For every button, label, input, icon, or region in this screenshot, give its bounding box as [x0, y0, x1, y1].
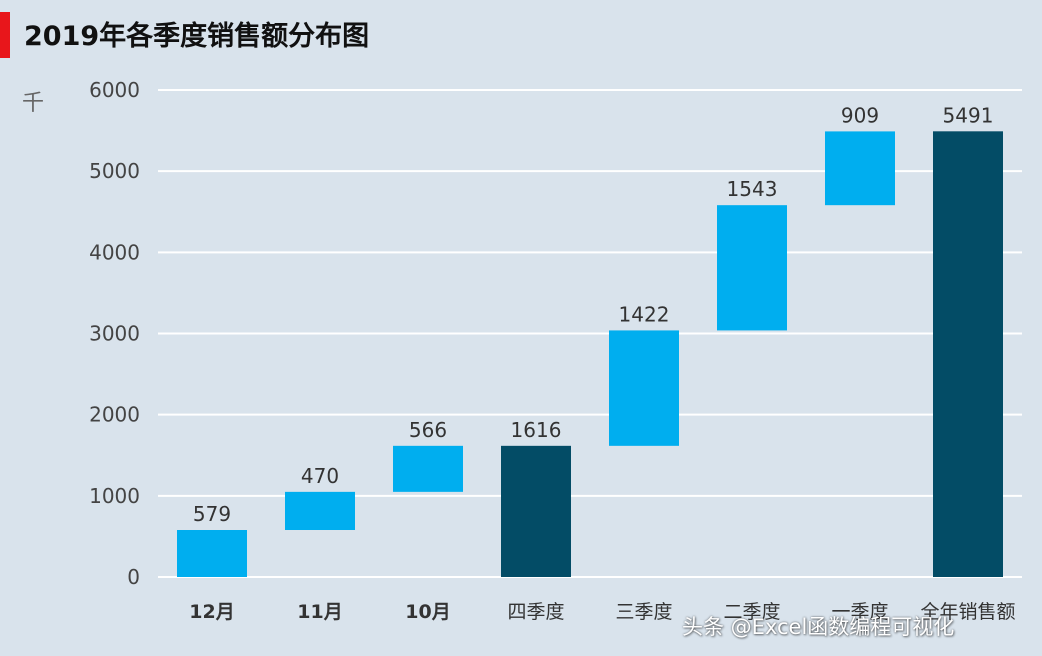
- bar: [609, 330, 679, 446]
- bar: [717, 205, 787, 331]
- bar: [933, 131, 1003, 577]
- y-tick-label: 4000: [89, 240, 140, 264]
- x-tick-label: 11月: [297, 601, 342, 623]
- data-label: 5491: [943, 103, 994, 127]
- bar: [177, 530, 247, 577]
- x-tick-label: 一季度: [831, 601, 888, 623]
- data-label: 566: [409, 418, 447, 442]
- bar: [393, 445, 463, 492]
- y-tick-label: 1000: [89, 484, 140, 508]
- y-tick-label: 6000: [89, 78, 140, 102]
- data-label: 1616: [511, 418, 562, 442]
- title-accent-bar: [0, 12, 10, 58]
- x-tick-label: 全年销售额: [920, 601, 1015, 623]
- data-label: 1543: [727, 177, 778, 201]
- data-label: 470: [301, 464, 339, 488]
- data-label: 579: [193, 502, 231, 526]
- data-label: 1422: [619, 302, 670, 326]
- y-tick-label: 2000: [89, 403, 140, 427]
- data-label: 909: [841, 103, 879, 127]
- watermark-text: 头条 @Excel函数编程可视化: [682, 615, 955, 639]
- x-tick-label: 二季度: [723, 601, 780, 623]
- x-tick-label: 10月: [405, 601, 450, 623]
- y-tick-label: 5000: [89, 159, 140, 183]
- y-tick-label: 3000: [89, 322, 140, 346]
- x-tick-label: 12月: [189, 601, 234, 623]
- y-axis-unit-label: 千: [22, 91, 44, 116]
- x-tick-label: 三季度: [615, 601, 672, 623]
- bar: [285, 491, 355, 531]
- bar: [501, 445, 571, 577]
- y-tick-label: 0: [127, 565, 140, 589]
- x-tick-label: 四季度: [507, 601, 564, 623]
- bar: [825, 131, 895, 206]
- chart-title: 2019年各季度销售额分布图: [24, 21, 370, 52]
